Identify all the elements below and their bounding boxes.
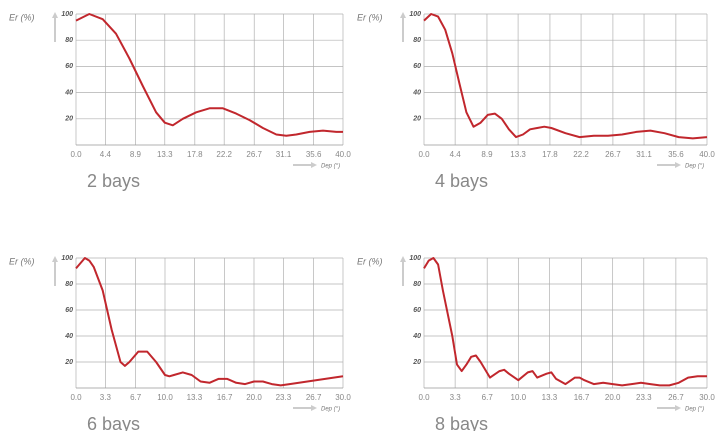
y-tick-label: 20 xyxy=(64,116,73,123)
y-arrow-head xyxy=(52,12,58,18)
x-tick-label: 3.3 xyxy=(100,393,112,402)
data-line xyxy=(423,13,708,140)
x-tick-label: 13.3 xyxy=(542,393,558,402)
x-tick-label: 31.1 xyxy=(276,150,292,159)
x-tick-label: 35.6 xyxy=(306,150,322,159)
x-arrow-head xyxy=(675,405,681,411)
x-tick-label: 40.0 xyxy=(699,150,715,159)
x-tick-label: 16.7 xyxy=(217,393,233,402)
y-tick-label: 40 xyxy=(412,89,421,96)
chart-caption: 2 bays xyxy=(87,171,140,191)
y-axis-label: Er (%) xyxy=(357,12,383,22)
y-tick-label: 100 xyxy=(409,255,421,262)
x-tick-label: 6.7 xyxy=(130,393,142,402)
x-tick-label: 23.3 xyxy=(636,393,652,402)
y-tick-label: 20 xyxy=(412,116,421,123)
x-tick-label: 40.0 xyxy=(335,150,351,159)
x-tick-label: 16.7 xyxy=(574,393,590,402)
x-tick-label: 26.7 xyxy=(306,393,322,402)
y-tick-label: 60 xyxy=(413,63,421,70)
y-tick-label: 40 xyxy=(64,333,73,340)
x-tick-label: 30.0 xyxy=(699,393,715,402)
y-tick-label: 60 xyxy=(65,63,73,70)
y-axis-label: Er (%) xyxy=(357,256,383,266)
y-tick-label: 80 xyxy=(413,281,421,288)
x-tick-label: 23.3 xyxy=(276,393,292,402)
x-tick-label: 13.3 xyxy=(157,150,173,159)
y-tick-label: 40 xyxy=(64,89,73,96)
y-tick-label: 80 xyxy=(65,37,73,44)
data-line xyxy=(75,13,343,137)
x-tick-label: 4.4 xyxy=(450,150,462,159)
chart-caption: 6 bays xyxy=(87,414,140,431)
x-tick-label: 20.0 xyxy=(246,393,262,402)
x-arrow-head xyxy=(311,162,317,168)
x-arrow-head xyxy=(311,405,317,411)
y-tick-label: 80 xyxy=(413,37,421,44)
y-tick-label: 40 xyxy=(412,333,421,340)
x-tick-label: 8.9 xyxy=(130,150,142,159)
x-tick-label: 10.0 xyxy=(157,393,173,402)
y-tick-label: 20 xyxy=(412,359,421,366)
x-tick-label: 13.3 xyxy=(187,393,203,402)
x-arrow-head xyxy=(675,162,681,168)
x-tick-label: 10.0 xyxy=(511,393,527,402)
x-tick-label: 4.4 xyxy=(100,150,112,159)
x-tick-label: 0.0 xyxy=(418,393,430,402)
x-tick-label: 20.0 xyxy=(605,393,621,402)
y-tick-label: 80 xyxy=(65,281,73,288)
y-tick-label: 100 xyxy=(61,11,73,18)
x-tick-label: 26.7 xyxy=(246,150,262,159)
y-tick-label: 60 xyxy=(65,307,73,314)
x-tick-label: 13.3 xyxy=(510,150,526,159)
y-tick-label: 100 xyxy=(409,11,421,18)
x-tick-label: 31.1 xyxy=(636,150,652,159)
y-tick-label: 60 xyxy=(413,307,421,314)
y-arrow-head xyxy=(52,256,58,262)
x-tick-label: 0.0 xyxy=(70,150,82,159)
x-tick-label: 30.0 xyxy=(335,393,351,402)
x-tick-label: 17.8 xyxy=(187,150,203,159)
y-axis-label: Er (%) xyxy=(9,12,35,22)
x-tick-label: 26.7 xyxy=(605,150,621,159)
y-arrow-head xyxy=(400,12,406,18)
y-tick-label: 100 xyxy=(61,255,73,262)
x-tick-label: 26.7 xyxy=(668,393,684,402)
chart-caption: 4 bays xyxy=(435,171,488,191)
x-axis-label: Dep (°) xyxy=(685,407,704,413)
x-axis-label: Dep (°) xyxy=(321,164,340,170)
x-tick-label: 6.7 xyxy=(482,393,494,402)
x-tick-label: 8.9 xyxy=(481,150,493,159)
x-axis-label: Dep (°) xyxy=(685,164,704,170)
y-axis-label: Er (%) xyxy=(9,256,35,266)
x-tick-label: 3.3 xyxy=(450,393,462,402)
y-tick-label: 20 xyxy=(64,359,73,366)
x-tick-label: 0.0 xyxy=(70,393,82,402)
data-line xyxy=(75,257,344,387)
data-line xyxy=(423,257,707,387)
x-axis-label: Dep (°) xyxy=(321,407,340,413)
x-tick-label: 22.2 xyxy=(216,150,232,159)
x-tick-label: 17.8 xyxy=(542,150,558,159)
x-tick-label: 35.6 xyxy=(668,150,684,159)
x-tick-label: 0.0 xyxy=(418,150,430,159)
x-tick-label: 22.2 xyxy=(573,150,589,159)
chart-caption: 8 bays xyxy=(435,414,488,431)
y-arrow-head xyxy=(400,256,406,262)
